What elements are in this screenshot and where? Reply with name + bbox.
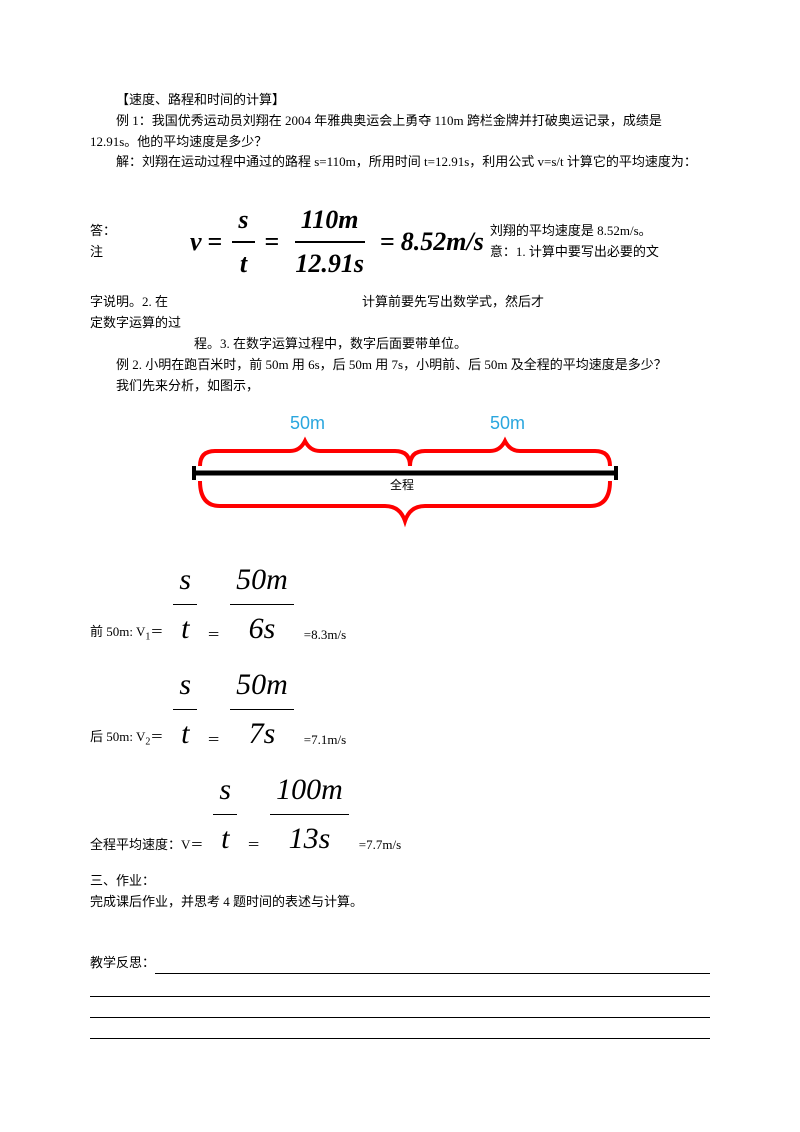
formula-result: 8.52m/s <box>401 221 484 263</box>
distance-diagram: 50m 50m 全程 <box>180 411 620 541</box>
c2-f1d: t <box>175 710 195 758</box>
full-distance-label: 全程 <box>390 477 414 492</box>
calculations-block: 前 50m: V1＝ st ＝ 50m6s =8.3m/s 后 50m: V2＝… <box>90 556 710 863</box>
calc-row-2: 后 50m: V2＝ st ＝ 50m7s =7.1m/s <box>90 661 710 758</box>
frac2-num: 110m <box>295 199 365 243</box>
frac1-den: t <box>234 243 253 285</box>
frac2-den: 12.91s <box>289 243 370 285</box>
reflection-line-4 <box>90 1020 710 1039</box>
c1-f2d: 6s <box>243 605 282 653</box>
c1-f1d: t <box>175 605 195 653</box>
reflection-label: 教学反思： <box>90 953 155 976</box>
c3-f2d: 13s <box>283 815 337 863</box>
c1-f1n: s <box>173 556 197 605</box>
c2-f2n: 50m <box>230 661 294 710</box>
answer-text: 刘翔的平均速度是 8.52m/s。 <box>490 221 710 242</box>
c1-f2n: 50m <box>230 556 294 605</box>
c3-result: =7.7m/s <box>359 835 401 864</box>
note-left-3: 字说明。2. 在 <box>90 292 202 313</box>
note-left-4: 定数字运算的过 <box>90 313 202 334</box>
homework-text: 完成课后作业，并思考 4 题时间的表述与计算。 <box>90 892 710 913</box>
label-50m-right: 50m <box>490 413 525 433</box>
answer-label: 答： <box>90 221 190 242</box>
example1-formula-block: 答： 注 v = s t = 110m 12.91s = 8.52m/s 刘翔的… <box>90 199 710 284</box>
c3-f1n: s <box>213 766 237 815</box>
section-title: 【速度、路程和时间的计算】 <box>90 90 710 111</box>
formula-lhs: v <box>190 221 202 263</box>
reflection-line-3 <box>90 999 710 1018</box>
example1-text: 例 1：我国优秀运动员刘翔在 2004 年雅典奥运会上勇夺 110m 跨栏金牌并… <box>90 111 710 153</box>
formula-frac2: 110m 12.91s <box>289 199 370 284</box>
calc-row-1: 前 50m: V1＝ st ＝ 50m6s =8.3m/s <box>90 556 710 653</box>
c2-f1n: s <box>173 661 197 710</box>
calc2-prefix: 后 50m: V <box>90 729 145 744</box>
velocity-formula: v = s t = 110m 12.91s = 8.52m/s <box>190 199 484 284</box>
reflection-line-2 <box>90 978 710 997</box>
note-text-1: 意：1. 计算中要写出必要的文 <box>490 242 710 263</box>
calc2-sub: 2 <box>145 736 150 747</box>
calc1-prefix: 前 50m: V <box>90 624 145 639</box>
c2-result: =7.1m/s <box>304 730 346 759</box>
note-right-3: 计算前要先写出数学式，然后才 <box>362 292 710 313</box>
calc3-prefix: 全程平均速度：V <box>90 837 190 852</box>
bracket-top-right <box>410 441 610 466</box>
formula-frac1: s t <box>232 199 254 284</box>
reflection-block: 教学反思： <box>90 953 710 1039</box>
note-label: 注 <box>90 242 190 263</box>
note-line-4: 程。3. 在数字运算过程中，数字后面要带单位。 <box>90 334 710 355</box>
example2-text: 例 2. 小明在跑百米时，前 50m 用 6s，后 50m 用 7s，小明前、后… <box>90 355 710 376</box>
c3-f2n: 100m <box>270 766 349 815</box>
bracket-top-left <box>200 441 410 466</box>
example1-solution-intro: 解：刘翔在运动过程中通过的路程 s=110m，所用时间 t=12.91s，利用公… <box>90 152 710 173</box>
frac1-num: s <box>232 199 254 243</box>
diagram-svg: 50m 50m 全程 <box>180 411 620 541</box>
reflection-line-1 <box>155 955 710 974</box>
c3-f1d: t <box>215 815 235 863</box>
c2-f2d: 7s <box>243 710 282 758</box>
calc1-sub: 1 <box>145 631 150 642</box>
homework-heading: 三、作业： <box>90 871 710 892</box>
c1-result: =8.3m/s <box>304 625 346 654</box>
calc-row-3: 全程平均速度：V＝ st ＝ 100m13s =7.7m/s <box>90 766 710 863</box>
label-50m-left: 50m <box>290 413 325 433</box>
example2-analysis: 我们先来分析，如图示， <box>90 376 710 397</box>
